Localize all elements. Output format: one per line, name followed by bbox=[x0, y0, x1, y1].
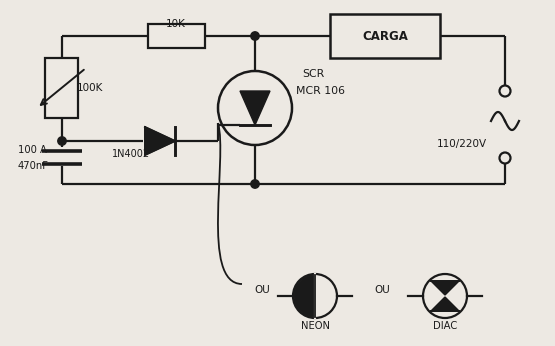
Text: MCR 106: MCR 106 bbox=[296, 86, 345, 96]
Circle shape bbox=[251, 32, 259, 40]
Text: 10K: 10K bbox=[166, 19, 186, 29]
Polygon shape bbox=[145, 127, 175, 155]
Text: DIAC: DIAC bbox=[433, 321, 457, 331]
Text: 1N4002: 1N4002 bbox=[112, 149, 150, 159]
Wedge shape bbox=[294, 275, 315, 317]
Bar bbox=[148, 24, 205, 48]
Polygon shape bbox=[431, 281, 459, 295]
Text: NEON: NEON bbox=[300, 321, 330, 331]
Bar bbox=[45, 58, 78, 118]
Text: SCR: SCR bbox=[302, 69, 324, 79]
Bar bbox=[330, 14, 440, 58]
Text: 100K: 100K bbox=[77, 83, 103, 93]
Circle shape bbox=[251, 180, 259, 188]
Text: 100 A: 100 A bbox=[18, 145, 47, 155]
Polygon shape bbox=[240, 91, 270, 125]
Text: OU: OU bbox=[254, 285, 270, 295]
Polygon shape bbox=[431, 297, 459, 311]
Text: OU: OU bbox=[374, 285, 390, 295]
Text: CARGA: CARGA bbox=[362, 29, 408, 43]
Text: 110/220V: 110/220V bbox=[437, 139, 487, 149]
Circle shape bbox=[58, 137, 66, 145]
Text: 470nF: 470nF bbox=[18, 161, 49, 171]
